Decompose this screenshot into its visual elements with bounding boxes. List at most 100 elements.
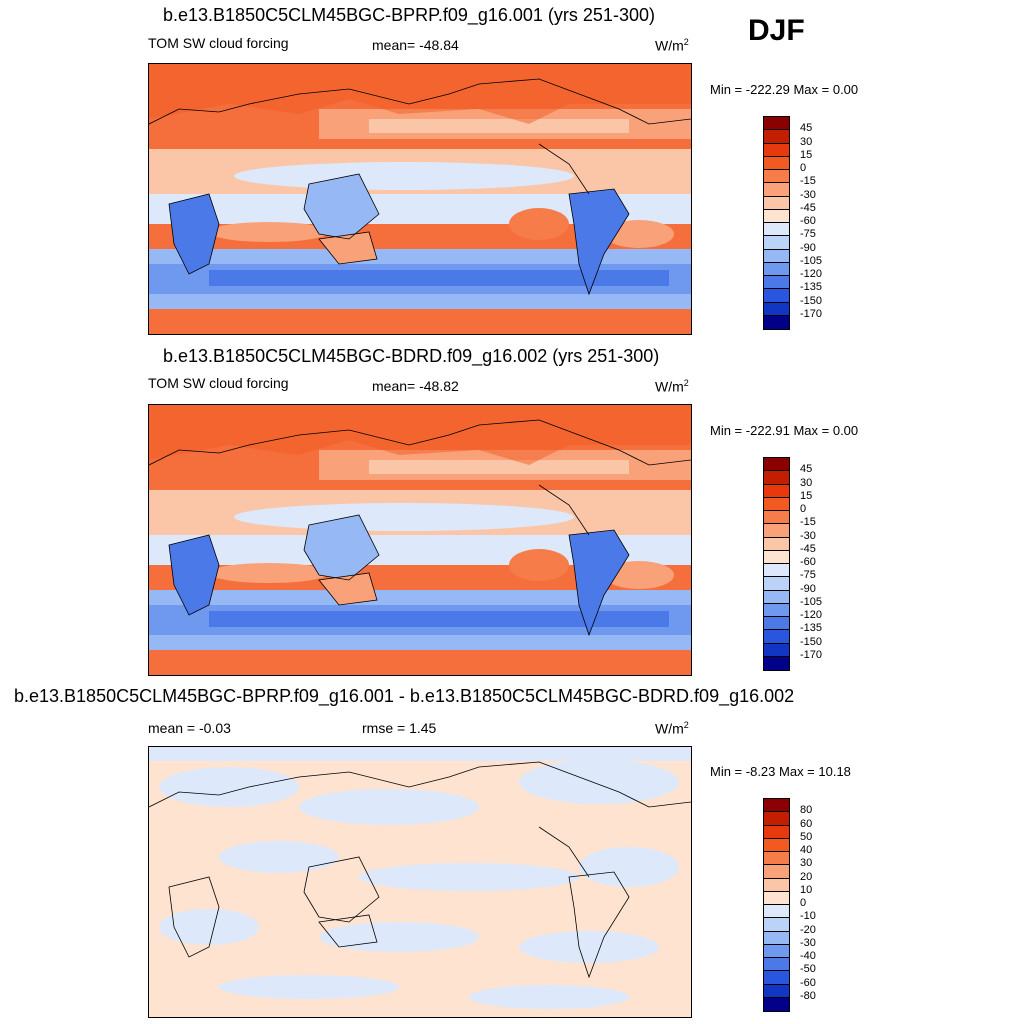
colorbar-tick-label: -15 [800, 516, 816, 529]
panel-1-map-field [149, 64, 691, 334]
colorbar-tick-label: 50 [800, 830, 813, 843]
colorbar-tick-label: 10 [800, 883, 813, 896]
colorbar-swatch [764, 130, 789, 144]
colorbar-tick-label: 60 [800, 817, 813, 830]
colorbar-swatch [764, 878, 789, 892]
colorbar-tick-label: -135 [800, 281, 823, 294]
colorbar-swatch [764, 577, 789, 591]
panel-2-minmax: Min = -222.91 Max = 0.00 [710, 423, 859, 438]
colorbar-swatch [764, 799, 789, 813]
colorbar-tick-label: -120 [800, 268, 823, 280]
colorbar-tick-label: 45 [800, 122, 813, 135]
colorbar-swatch [764, 812, 789, 826]
colorbar-swatch [764, 865, 789, 879]
panel-3-map [148, 746, 692, 1018]
colorbar-tick-label: -10 [800, 910, 816, 923]
panel-3-rmse-label: rmse = 1.45 [362, 720, 437, 736]
colorbar-swatch [764, 537, 789, 551]
panel-1-title: b.e13.B1850C5CLM45BGC-BPRP.f09_g16.001 (… [163, 5, 655, 25]
colorbar-tick-label: -120 [800, 609, 823, 621]
panel-3-map-field [149, 747, 691, 1017]
colorbar-swatch [764, 590, 789, 604]
colorbar-swatch [764, 825, 789, 839]
panel-2-title: b.e13.B1850C5CLM45BGC-BDRD.f09_g16.002 (… [163, 346, 660, 366]
colorbar-swatch [764, 484, 789, 498]
colorbar-swatch [764, 564, 789, 578]
colorbar-swatch [764, 170, 789, 184]
colorbar-swatch [764, 276, 789, 290]
panel-1-mean-label: mean= -48.84 [372, 37, 459, 53]
colorbar-tick-label: 0 [800, 162, 807, 174]
colorbar-swatch [764, 838, 789, 852]
colorbar-tick-label: -45 [800, 201, 816, 214]
colorbar-swatch [764, 984, 789, 998]
colorbar-swatch [764, 223, 789, 237]
season-label: DJF [748, 14, 805, 47]
colorbar-tick-label: -60 [800, 976, 816, 989]
panel-3-minmax: Min = -8.23 Max = 10.18 [710, 764, 851, 779]
colorbar-tick-label: -170 [800, 307, 823, 320]
colorbar-tick-label: -30 [800, 188, 816, 201]
colorbar-tick-label: 15 [800, 148, 813, 161]
colorbar-tick-label: 0 [800, 897, 807, 909]
colorbar-tick-label: 20 [800, 870, 813, 883]
colorbar-swatch [764, 617, 789, 631]
colorbar-swatch [764, 643, 789, 657]
colorbar-tick-label: 30 [800, 135, 813, 148]
colorbar-swatch [764, 958, 789, 972]
panel-2-colorbar [763, 457, 790, 671]
colorbar-swatch [764, 511, 789, 525]
colorbar-swatch [764, 971, 789, 985]
panel-2-mean-label: mean= -48.82 [372, 378, 459, 394]
colorbar-tick-label: -90 [800, 582, 816, 595]
colorbar-swatch [764, 289, 789, 303]
colorbar-tick-label: -150 [800, 294, 823, 307]
panel-1-colorbar [763, 116, 790, 330]
colorbar-tick-label: -30 [800, 529, 816, 542]
colorbar-swatch [764, 183, 789, 197]
colorbar-tick-label: -60 [800, 215, 816, 227]
colorbar-swatch [764, 550, 789, 564]
panel-1-units: W/m2 [655, 37, 689, 54]
colorbar-tick-label: -105 [800, 595, 823, 608]
colorbar-swatch [764, 918, 789, 932]
colorbar-swatch [764, 236, 789, 250]
colorbar-tick-label: 40 [800, 844, 813, 856]
colorbar-tick-label: 45 [800, 463, 813, 476]
colorbar-swatch [764, 944, 789, 958]
colorbar-tick-label: -30 [800, 936, 816, 949]
colorbar-swatch [764, 603, 789, 617]
panel-2-units: W/m2 [655, 378, 689, 395]
panel-1-map [148, 63, 692, 335]
panel-2-map-field [149, 405, 691, 675]
panel-3-colorbar [763, 798, 790, 1012]
panel-3-mean-label: mean = -0.03 [148, 720, 231, 736]
colorbar-swatch [764, 997, 789, 1011]
colorbar-tick-label: -170 [800, 648, 823, 661]
colorbar-tick-label: 15 [800, 489, 813, 502]
colorbar-tick-label: -105 [800, 254, 823, 267]
colorbar-swatch [764, 891, 789, 905]
colorbar-tick-label: -50 [800, 963, 816, 976]
colorbar-swatch [764, 209, 789, 223]
colorbar-tick-label: -20 [800, 923, 816, 936]
panel-1-variable-label: TOM SW cloud forcing [148, 35, 289, 51]
colorbar-tick-label: -75 [800, 569, 816, 582]
panel-2-map [148, 404, 692, 676]
panel-3-title: b.e13.B1850C5CLM45BGC-BPRP.f09_g16.001 -… [14, 686, 795, 706]
colorbar-swatch [764, 905, 789, 919]
colorbar-tick-label: -45 [800, 542, 816, 555]
colorbar-tick-label: -80 [800, 989, 816, 1002]
colorbar-tick-label: -90 [800, 241, 816, 254]
colorbar-swatch [764, 262, 789, 276]
colorbar-swatch [764, 302, 789, 316]
colorbar-tick-label: -60 [800, 556, 816, 568]
colorbar-tick-label: -15 [800, 175, 816, 188]
colorbar-tick-label: -75 [800, 228, 816, 241]
colorbar-swatch [764, 156, 789, 170]
colorbar-swatch [764, 630, 789, 644]
colorbar-swatch [764, 315, 789, 329]
panel-2-variable-label: TOM SW cloud forcing [148, 375, 289, 391]
colorbar-tick-label: -40 [800, 950, 816, 962]
panel-3-units: W/m2 [655, 720, 689, 737]
